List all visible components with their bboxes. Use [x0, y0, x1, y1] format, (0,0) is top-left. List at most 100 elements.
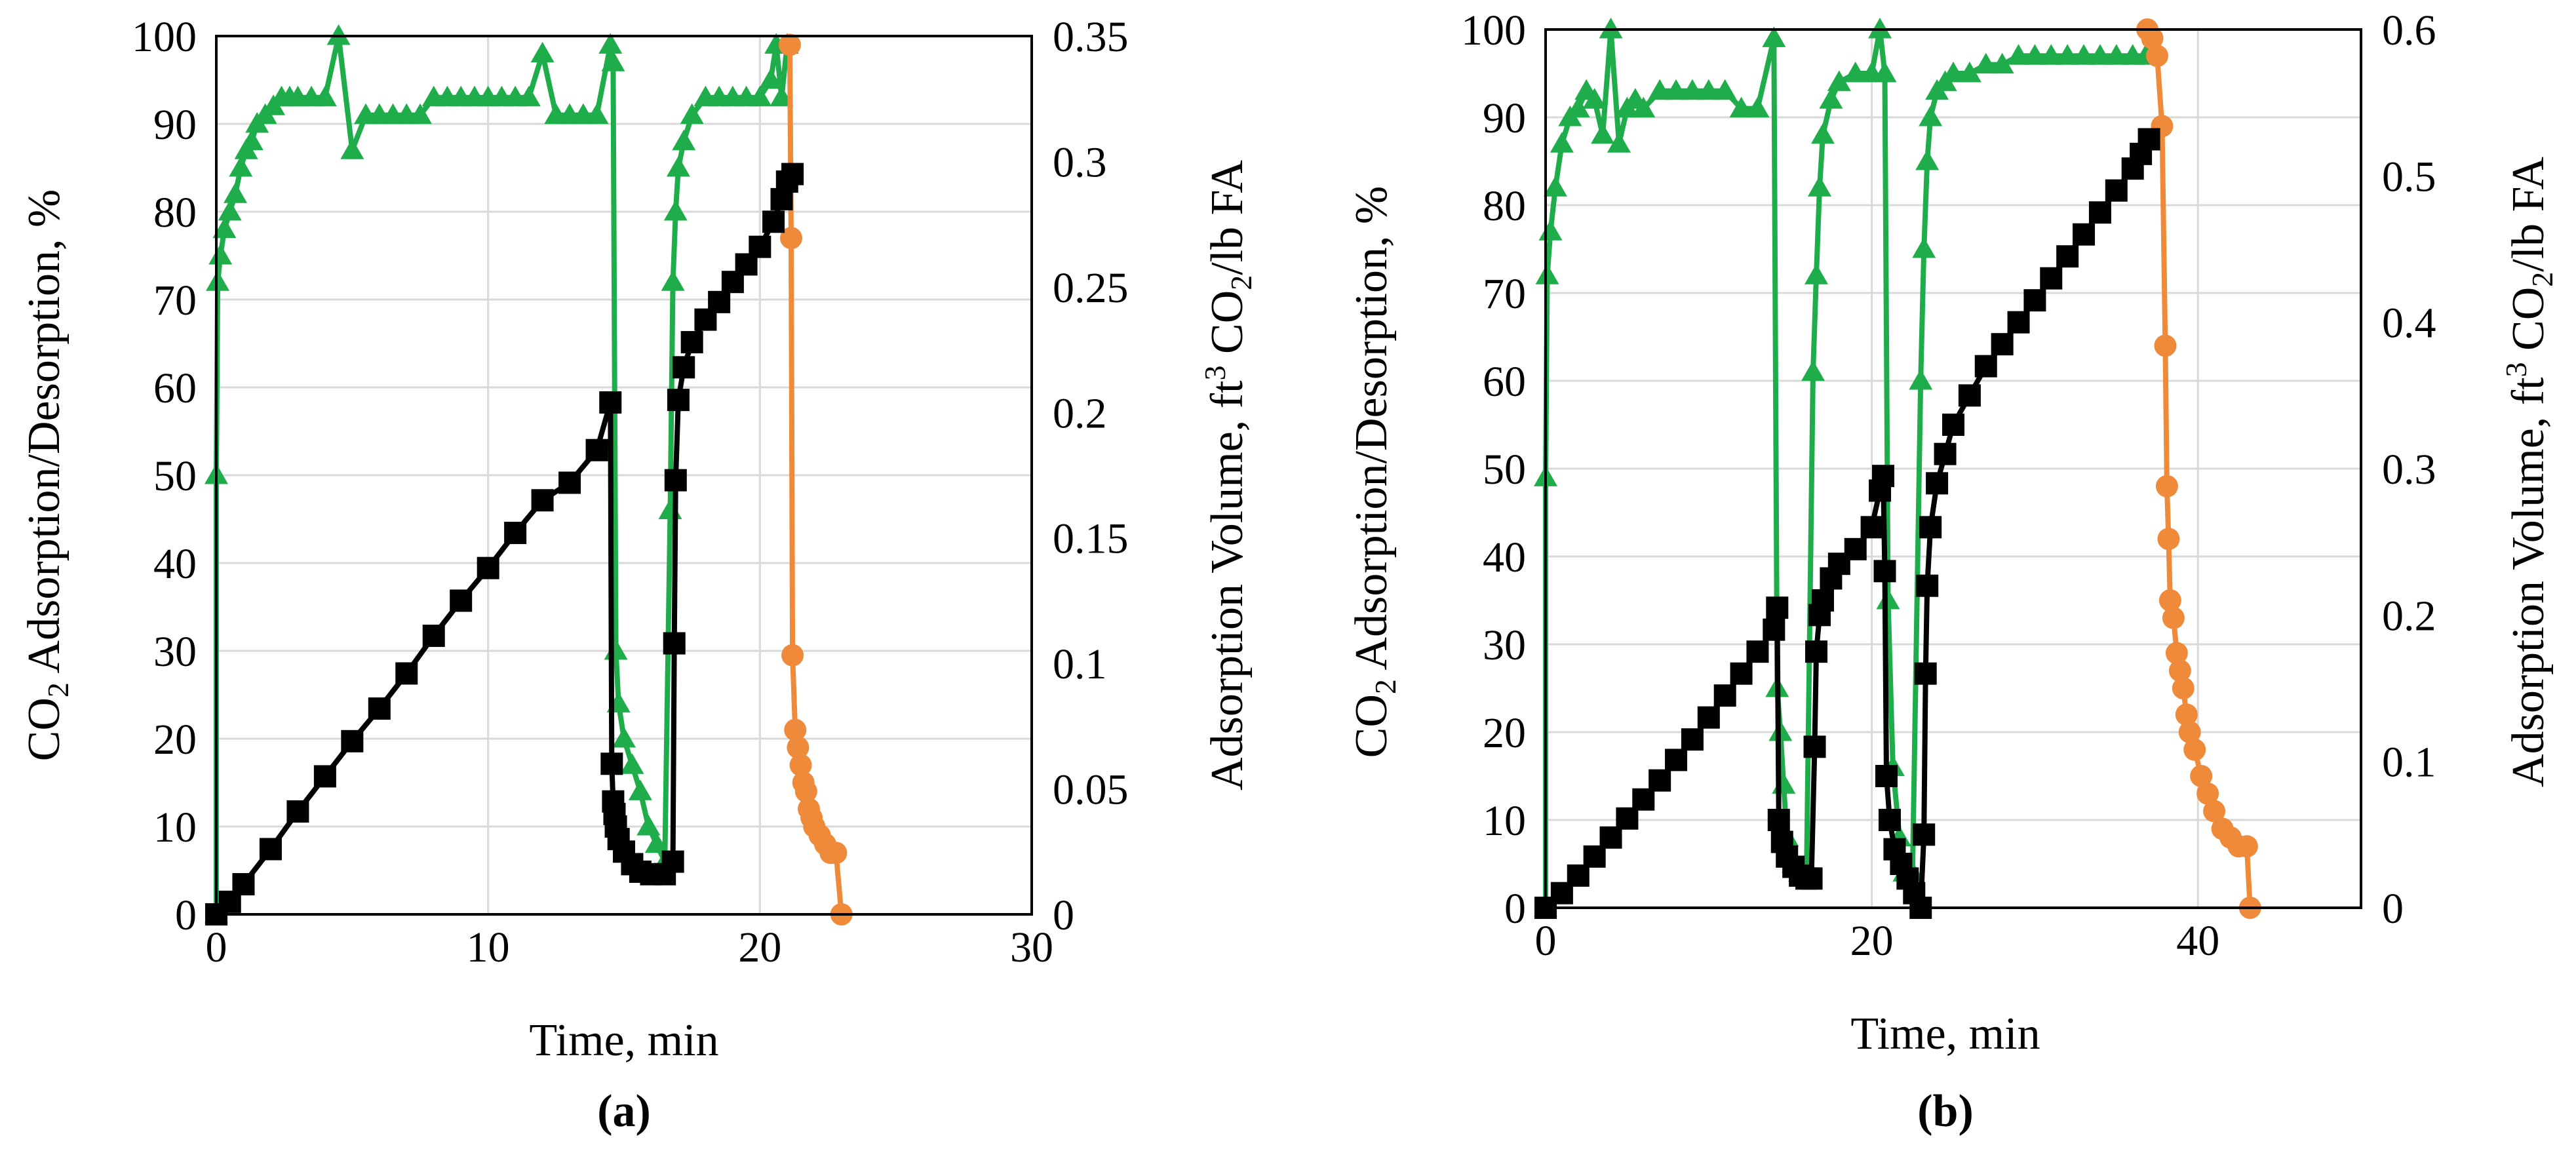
panel-a-label: (a) [597, 1086, 651, 1137]
panel-a-series [205, 24, 853, 925]
panel-b-y-left-tick-label: 90 [1483, 94, 1526, 142]
panel-a-adsorption-volume-point [504, 522, 527, 545]
panel-b-y-right-tick-label: 0 [2382, 885, 2404, 933]
panel-b: 0 20 40 0 10 20 30 40 50 60 70 80 90 100 0 0.1 0.2 0.3 0.4… [1346, 7, 2559, 1137]
panel-a-adsorption-volume-point [680, 331, 703, 354]
panel-a-adsorption-volume-series [205, 163, 804, 925]
panel-a-y-left-tick-label: 50 [153, 452, 197, 500]
panel-b-adsorption-volume-point [1730, 662, 1753, 685]
panel-a-adsorption-volume-point [762, 210, 785, 233]
panel-b-desorption-point [2158, 589, 2181, 612]
panel-a-adsorption-point [604, 639, 628, 660]
panel-b-adsorption-volume-point [1805, 640, 1828, 663]
panel-b-y-left-tick-label: 30 [1483, 621, 1526, 669]
panel-b-desorption-point [2162, 606, 2185, 629]
panel-b-desorption-point [2190, 765, 2213, 787]
panel-b-adsorption-point [1912, 237, 1936, 258]
panel-b-adsorption-point [1915, 149, 1940, 170]
panel-a-grid [215, 35, 1033, 916]
panel-a-y-axis-title-left: CO2 Adsorption/Desorption, % [19, 189, 75, 762]
panel-b-adsorption-point [2056, 44, 2080, 65]
panel-b-adsorption-point [1599, 18, 1623, 39]
panel-b-adsorption-point [1591, 123, 1615, 144]
panel-a-adsorption-volume-point [599, 391, 622, 414]
panel-a-adsorption-volume-point [422, 625, 445, 648]
panel-a-adsorption-point [408, 103, 432, 125]
panel-b-adsorption-volume-point [1767, 809, 1790, 831]
panel-a-adsorption-point [601, 50, 625, 71]
panel-b-adsorption-point [1762, 26, 1786, 47]
panel-a-y-right-tick-label: 0.15 [1053, 515, 1129, 563]
panel-a-y-left-tick-label: 10 [153, 804, 197, 851]
panel-b-adsorption-volume-point [2040, 267, 2063, 290]
panel-a-y-right-tick-label: 0.1 [1053, 640, 1107, 688]
panel-a-adsorption-point [758, 68, 783, 89]
panel-b-adsorption-volume-point [1649, 769, 1671, 792]
panel-b-desorption-point [2168, 659, 2191, 682]
panel-b-adsorption-volume-point [1632, 788, 1655, 811]
panel-a-y-right-tick-label: 0.35 [1053, 13, 1129, 61]
panel-b-y-left-tick-label: 40 [1483, 534, 1526, 581]
panel-b-adsorption-point [1648, 79, 1672, 100]
panel-b-adsorption-point [1543, 176, 1567, 197]
panel-b-y-left-tick-label: 10 [1483, 797, 1526, 845]
panel-a-adsorption-point [644, 832, 669, 853]
panel-a-y-right-tick-label: 0.2 [1053, 389, 1107, 437]
panel-b-x-tick-label: 40 [2176, 917, 2219, 965]
panel-a-adsorption-volume-point [259, 838, 282, 861]
panel-a-adsorption-series [205, 24, 799, 924]
panel-b-adsorption-point [1919, 106, 1943, 127]
panel-b-adsorption-point [1957, 62, 1981, 83]
panel-b-adsorption-point [1566, 96, 1590, 118]
panel-b-adsorption-volume-point [1763, 618, 1786, 641]
panel-a-y-left-tick-label: 20 [153, 716, 197, 764]
panel-b-y-right-tick-label: 0.1 [2382, 739, 2436, 787]
panel-b-adsorption-volume-point [1713, 684, 1736, 707]
panel-a-adsorption-volume-point [708, 290, 731, 313]
panel-b-adsorption-volume-point [2137, 128, 2160, 151]
panel-a-y-right-tick-label: 0.3 [1053, 138, 1107, 186]
panel-b-desorption-point [2175, 703, 2198, 726]
panel-b-desorption-point [2183, 738, 2206, 761]
panel-a-adsorption-point [313, 85, 337, 107]
panel-b-plot-frame [1544, 28, 2362, 909]
panel-a-y-left-tick-label: 40 [153, 540, 197, 588]
panel-a-adsorption-point [229, 156, 253, 177]
panel-a-adsorption-point [212, 217, 237, 239]
panel-b-adsorption-point [1990, 52, 2014, 74]
panel-a-x-axis-title: Time, min [529, 1015, 718, 1066]
panel-b-desorption-point [2155, 475, 2178, 497]
panel-a-adsorption-point [672, 129, 696, 151]
panel-b-adsorption-point [1713, 79, 1737, 100]
panel-a-y-left-tick-label: 30 [153, 628, 197, 676]
panel-a-adsorption-volume-point [313, 765, 336, 788]
panel-a-adsorption-point [326, 24, 351, 45]
panel-b-y-left-tick-label: 20 [1483, 709, 1526, 757]
panel-b-adsorption-point [2006, 44, 2031, 65]
panel-a-adsorption-volume-point [531, 489, 554, 512]
panel-b-adsorption-point [2088, 44, 2112, 65]
panel-b-adsorption-point [1805, 263, 1829, 284]
panel-a-adsorption-volume-point [286, 800, 309, 823]
panel-b-adsorption-volume-point [1872, 465, 1895, 488]
panel-a-adsorption-point [340, 138, 364, 159]
panel-a-y-axis-title-right: Adsorption Volume, ft3 CO2/lb FA [1198, 160, 1258, 790]
panel-a-y-left-tick-label: 100 [132, 13, 197, 61]
panel-b-adsorption-volume-point [1599, 826, 1622, 849]
panel-a-y-left-tick-label: 70 [153, 277, 197, 324]
panel-b-adsorption-point [1696, 79, 1721, 100]
panel-a-adsorption-point [239, 129, 263, 151]
panel-b-y-left-tick-label: 0 [1504, 885, 1526, 933]
panel-b-adsorption-series [1534, 18, 2158, 917]
panel-b-desorption-point [2203, 800, 2226, 823]
panel-b-adsorption-volume-point [1583, 845, 1606, 868]
panel-a-y-left-tick-label: 60 [153, 364, 197, 412]
panel-b-adsorption-point [1873, 62, 1897, 83]
panel-a-x-tick-label: 20 [738, 924, 781, 971]
panel-b-adsorption-volume-series [1534, 128, 2160, 919]
panel-b-adsorption-volume-point [1934, 442, 1957, 465]
panel-b-y-axis-title-left: CO2 Adsorption/Desorption, % [1346, 186, 1402, 758]
panel-b-adsorption-volume-point [2007, 311, 2030, 334]
panel-b-desorption-point [2196, 782, 2219, 805]
panel-b-adsorption-point [1974, 52, 1998, 74]
